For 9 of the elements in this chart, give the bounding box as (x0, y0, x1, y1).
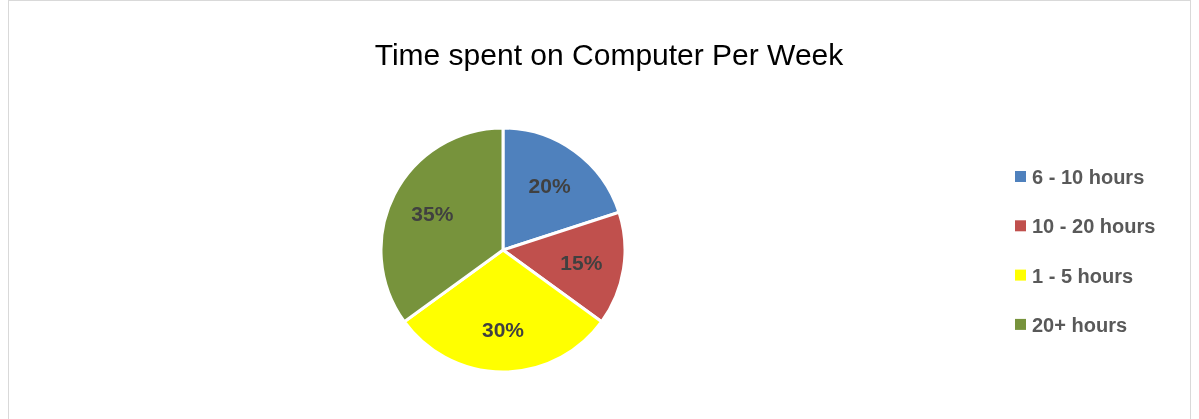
data-label: 20% (528, 174, 571, 198)
data-label: 35% (411, 202, 454, 226)
legend-label: 20+ hours (1032, 313, 1128, 336)
data-label: 30% (481, 317, 525, 341)
data-label: 15% (560, 250, 603, 274)
legend-label: 10 - 20 hours (1032, 215, 1156, 238)
chart-title: Time spent on Computer Per Week (374, 38, 845, 71)
legend-label: 6 - 10 hours (1032, 166, 1145, 188)
legend-label: 1 - 5 hours (1032, 264, 1134, 287)
